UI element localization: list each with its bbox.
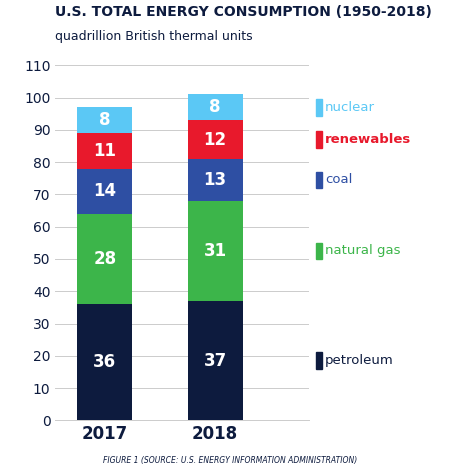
Text: 28: 28 bbox=[94, 250, 117, 268]
Text: 8: 8 bbox=[209, 99, 221, 116]
Text: nuclear: nuclear bbox=[325, 101, 375, 114]
Text: quadrillion British thermal units: quadrillion British thermal units bbox=[55, 30, 253, 43]
Text: 31: 31 bbox=[204, 242, 227, 260]
Text: 13: 13 bbox=[204, 171, 227, 189]
Text: renewables: renewables bbox=[325, 133, 411, 146]
Text: coal: coal bbox=[325, 173, 352, 186]
Text: 8: 8 bbox=[99, 111, 111, 129]
Bar bbox=[188, 159, 243, 201]
Text: FIGURE 1 (SOURCE: U.S. ENERGY INFORMATION ADMINISTRATION): FIGURE 1 (SOURCE: U.S. ENERGY INFORMATIO… bbox=[103, 456, 358, 465]
Bar bbox=[77, 304, 132, 420]
Text: U.S. TOTAL ENERGY CONSUMPTION (1950-2018): U.S. TOTAL ENERGY CONSUMPTION (1950-2018… bbox=[55, 5, 432, 19]
Bar bbox=[188, 301, 243, 420]
Bar bbox=[77, 107, 132, 133]
Bar bbox=[188, 94, 243, 120]
Bar bbox=[188, 120, 243, 159]
Bar bbox=[77, 133, 132, 169]
Text: 36: 36 bbox=[94, 353, 117, 371]
Bar bbox=[77, 214, 132, 304]
Text: 12: 12 bbox=[204, 131, 227, 149]
Text: 11: 11 bbox=[94, 142, 117, 160]
Bar bbox=[77, 169, 132, 214]
Text: 14: 14 bbox=[94, 182, 117, 200]
Text: 37: 37 bbox=[204, 352, 227, 369]
Text: petroleum: petroleum bbox=[325, 354, 394, 367]
Text: natural gas: natural gas bbox=[325, 244, 401, 257]
Bar bbox=[188, 201, 243, 301]
